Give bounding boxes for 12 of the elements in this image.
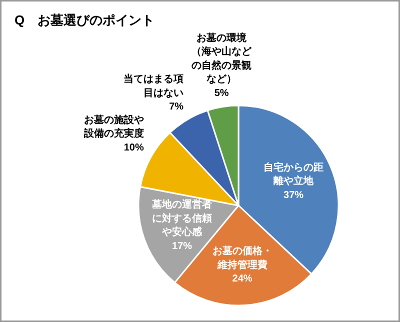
slice-label: お墓の価格・維持管理費	[212, 245, 272, 271]
slice-label: お墓の環境（海や山などの自然の景観など）	[192, 32, 253, 86]
data-label: 17%	[172, 240, 192, 252]
data-label: 24%	[232, 274, 252, 285]
data-label: 7%	[169, 102, 184, 113]
slice-label: 当てはまる項目はない	[124, 73, 184, 99]
slice-label: お墓の施設や設備の充実度	[82, 114, 144, 140]
data-label: 5%	[214, 88, 229, 99]
chart-title: Q お墓選びのポイント	[14, 12, 155, 28]
data-label: 37%	[284, 190, 304, 201]
slice-label: 自宅からの距離や立地	[264, 161, 324, 188]
data-label: 10%	[124, 142, 144, 154]
